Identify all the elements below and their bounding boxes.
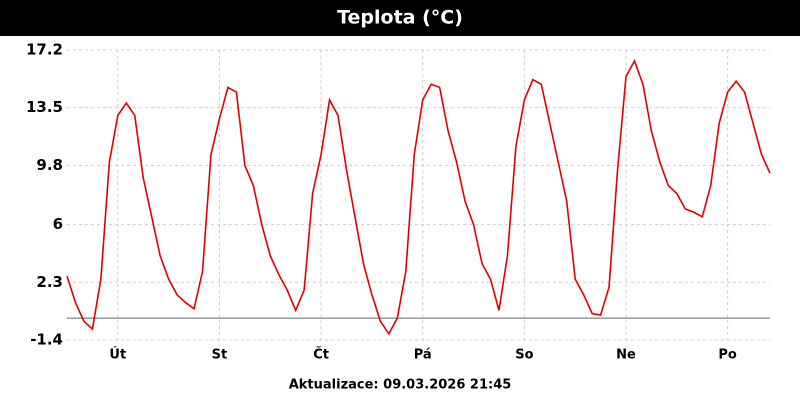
x-tick-label: Čt <box>313 347 329 363</box>
x-tick-label: Po <box>718 348 737 363</box>
y-tick-label: -1.4 <box>30 331 63 349</box>
title-bar <box>0 0 800 36</box>
y-tick-label: 9.8 <box>36 156 63 174</box>
x-tick-label: Ne <box>616 348 636 363</box>
y-tick-label: 13.5 <box>26 98 63 116</box>
y-tick-label: 17.2 <box>26 41 63 59</box>
data-line <box>66 58 771 336</box>
chart-title: Teplota (°C) <box>337 7 463 29</box>
y-tick-label: 6 <box>53 215 63 233</box>
x-tick-label: St <box>212 348 228 363</box>
x-tick-label: Út <box>109 347 126 363</box>
footer: Aktualizace: 09.03.2026 21:45 <box>289 378 512 393</box>
y-tick-label: 2.3 <box>36 273 63 291</box>
x-tick-label: Pá <box>414 348 432 363</box>
x-tick-label: So <box>515 348 533 363</box>
